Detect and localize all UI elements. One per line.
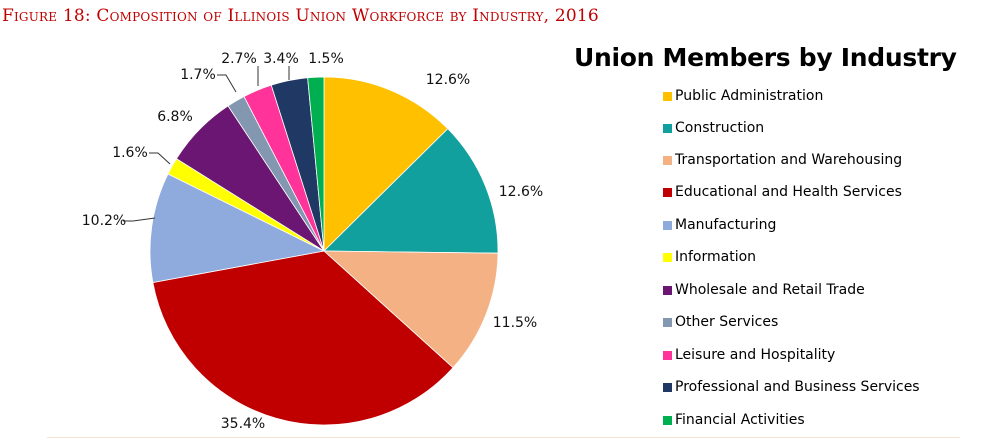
legend-swatch: [663, 123, 672, 133]
legend-swatch: [663, 187, 672, 197]
legend-swatch: [663, 252, 672, 262]
legend-item: Wholesale and Retail Trade: [663, 280, 865, 300]
legend-label: Leisure and Hospitality: [675, 347, 836, 363]
legend-item: Professional and Business Services: [663, 377, 920, 397]
pie-slice: [307, 76, 325, 252]
legend-item: Other Services: [663, 312, 778, 332]
data-labels: 12.6% 12.6% 11.5% 35.4% 10.2% 1.6% 6.8% 1.7% 2.7…: [82, 51, 543, 432]
legend-swatch: [663, 415, 672, 425]
data-label: 1.5%: [308, 51, 344, 67]
pie-slice: [323, 128, 499, 254]
leader-line: [149, 152, 171, 165]
legend-swatch: [663, 350, 672, 360]
data-label: 3.4%: [263, 51, 299, 67]
legend-label: Other Services: [675, 314, 779, 330]
chart-title: Union Members by Industry: [574, 43, 957, 72]
leader-lines: [123, 66, 290, 222]
data-label: 1.6%: [112, 145, 148, 161]
legend-item: Educational and Health Services: [663, 182, 902, 202]
legend-label: Public Administration: [675, 88, 824, 104]
legend-item: Financial Activities: [663, 410, 805, 430]
data-label: 2.7%: [221, 51, 257, 67]
legend-label: Wholesale and Retail Trade: [675, 282, 865, 298]
legend-label: Information: [675, 249, 757, 265]
data-label: 10.2%: [82, 213, 126, 229]
legend-item: Construction: [663, 118, 764, 138]
legend-label: Construction: [675, 120, 765, 136]
legend-label: Educational and Health Services: [675, 184, 902, 200]
legend-item: Transportation and Warehousing: [663, 150, 902, 170]
data-label: 1.7%: [180, 67, 216, 83]
legend-swatch: [663, 220, 672, 230]
legend-swatch: [663, 155, 672, 165]
data-label: 12.6%: [499, 184, 543, 200]
leader-line: [123, 217, 156, 222]
legend-item: Public Administration: [663, 86, 823, 106]
pie-slices: [149, 76, 499, 426]
data-label: 12.6%: [426, 72, 470, 88]
data-label: 11.5%: [493, 315, 537, 331]
leader-line: [217, 74, 237, 93]
legend-swatch: [663, 91, 672, 101]
bottom-divider: [47, 437, 960, 438]
legend-label: Professional and Business Services: [675, 379, 920, 395]
legend-swatch: [663, 285, 672, 295]
legend-swatch: [663, 382, 672, 392]
pie-slice: [322, 250, 499, 369]
legend-item: Manufacturing: [663, 215, 776, 235]
data-label: 35.4%: [221, 416, 265, 432]
legend-label: Transportation and Warehousing: [675, 152, 903, 168]
pie-slice: [149, 173, 326, 283]
figure-title: Figure 18: Composition of Illinois Union…: [2, 6, 599, 26]
data-label: 6.8%: [157, 109, 193, 125]
pie-slice: [152, 250, 454, 426]
legend-label: Manufacturing: [675, 217, 777, 233]
legend-label: Financial Activities: [675, 412, 805, 428]
legend-swatch: [663, 317, 672, 327]
pie-slice: [323, 76, 449, 252]
legend-item: Leisure and Hospitality: [663, 345, 835, 365]
legend-item: Information: [663, 247, 756, 267]
